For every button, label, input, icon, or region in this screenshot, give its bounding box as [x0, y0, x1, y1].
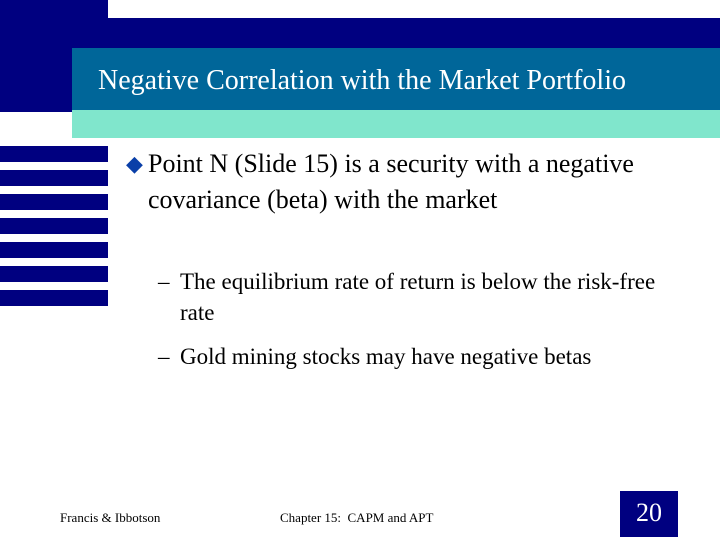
- stripe: [0, 146, 108, 162]
- main-bullet-text: Point N (Slide 15) is a security with a …: [148, 149, 634, 214]
- page-number-box: [620, 491, 678, 537]
- stripe: [0, 194, 108, 210]
- stripe: [0, 242, 108, 258]
- sub-bullet-text: Gold mining stocks may have negative bet…: [180, 344, 592, 369]
- sub-bullet-text: The equilibrium rate of return is below …: [180, 269, 656, 325]
- sub-bullet: – Gold mining stocks may have negative b…: [158, 341, 668, 372]
- stripe: [0, 170, 108, 186]
- footer-chapter: Chapter 15: CAPM and APT: [280, 510, 434, 525]
- sub-bullet-dash: –: [158, 269, 170, 294]
- footer-author: Francis & Ibbotson: [60, 510, 161, 525]
- title-box: [72, 48, 720, 110]
- page-number: 20: [636, 498, 662, 527]
- main-bullet: ◆ Point N (Slide 15) is a security with …: [126, 146, 671, 218]
- diamond-bullet-icon: ◆: [126, 151, 143, 176]
- slide-title: Negative Correlation with the Market Por…: [98, 65, 626, 96]
- stripe: [0, 218, 108, 234]
- sub-bullet: – The equilibrium rate of return is belo…: [158, 266, 668, 328]
- stripe: [0, 290, 108, 306]
- title-accent-bar: [72, 110, 720, 138]
- sub-bullet-dash: –: [158, 344, 170, 369]
- stripe: [0, 266, 108, 282]
- decorative-stripes: [0, 146, 108, 314]
